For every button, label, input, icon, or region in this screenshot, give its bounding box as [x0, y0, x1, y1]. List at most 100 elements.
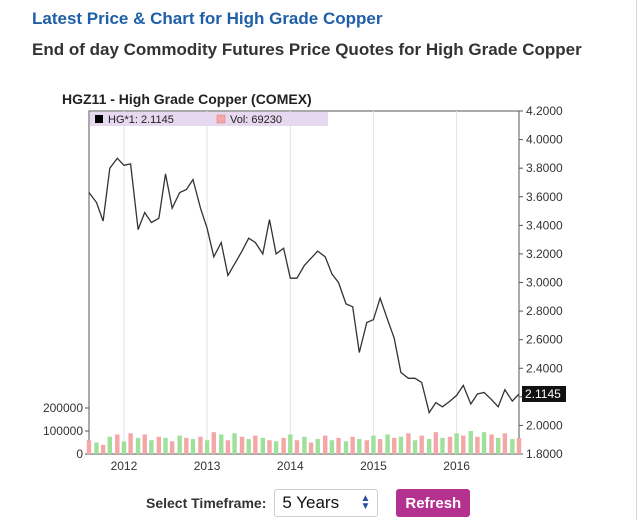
volume-bar: [100, 444, 106, 454]
volume-bar: [219, 434, 224, 454]
volume-bar: [211, 432, 216, 454]
x-tick-label: 2015: [360, 459, 387, 473]
last-price-tag: 2.1145: [525, 387, 561, 401]
volume-bar: [406, 433, 411, 454]
volume-bar: [489, 434, 494, 454]
volume-legend-swatch: [216, 114, 226, 124]
volume-bar: [440, 437, 445, 454]
volume-legend-label: Vol: 69230: [230, 114, 282, 126]
volume-bar: [385, 434, 390, 454]
price-chart: HGZ11 - High Grade Copper (COMEX) 2012 201…: [43, 91, 566, 473]
x-tick-label: 2013: [194, 459, 221, 473]
volume-bar: [481, 432, 487, 454]
volume-bar: [149, 440, 154, 454]
price-tick-label: 3.8000: [526, 161, 563, 175]
volume-bar: [115, 434, 120, 454]
volume-bar: [260, 437, 266, 454]
chart-title: HGZ11 - High Grade Copper (COMEX): [62, 91, 312, 107]
volume-tick-label: 200000: [43, 401, 83, 415]
volume-bar: [281, 437, 286, 454]
volume-bar: [302, 436, 307, 454]
volume-bar: [426, 439, 432, 454]
x-tick-label: 2014: [277, 459, 304, 473]
volume-bar: [475, 436, 480, 454]
volume-bar: [468, 431, 473, 454]
price-tick-label: 1.8000: [526, 447, 563, 461]
volume-bar: [184, 437, 189, 454]
volume-bar: [329, 440, 335, 454]
title-link[interactable]: Latest Price & Chart for High Grade Copp…: [32, 9, 383, 28]
legend-background: [90, 112, 328, 126]
price-tick-label: 3.4000: [526, 218, 563, 232]
price-tick-label: 4.0000: [526, 133, 563, 147]
volume-bar: [121, 441, 127, 454]
x-tick-label: 2016: [443, 459, 470, 473]
volume-bar: [350, 436, 355, 454]
volume-bar: [246, 439, 251, 454]
volume-bar: [294, 440, 300, 454]
select-arrows-icon: ▲ ▼: [360, 493, 371, 512]
volume-bar: [267, 440, 272, 454]
volume-bar: [163, 437, 168, 454]
volume-bar: [357, 439, 362, 454]
volume-bar: [364, 440, 369, 454]
volume-bar: [510, 439, 515, 454]
volume-bar: [225, 440, 231, 454]
volume-bar: [135, 437, 141, 454]
page-subtitle: End of day Commodity Futures Price Quote…: [32, 40, 582, 59]
volume-bar: [142, 434, 147, 454]
price-tick-label: 2.0000: [526, 418, 563, 432]
volume-bar: [315, 439, 320, 454]
price-tick-label: 3.2000: [526, 247, 563, 261]
volume-bar: [377, 439, 383, 454]
volume-bar: [198, 436, 203, 454]
price-tick-label: 2.8000: [526, 304, 563, 318]
volume-bar: [190, 439, 196, 454]
volume-bar: [392, 437, 397, 454]
refresh-button[interactable]: Refresh: [396, 489, 471, 517]
volume-bar: [461, 435, 466, 454]
volume-bar: [516, 438, 522, 454]
price-tick-label: 2.4000: [526, 361, 563, 375]
price-tick-label: 3.6000: [526, 190, 563, 204]
timeframe-value: 5 Years: [282, 493, 340, 512]
volume-bar: [253, 435, 258, 454]
volume-bar: [371, 435, 376, 454]
last-price-tag-bg: [522, 385, 566, 402]
volume-bar: [454, 433, 459, 454]
volume-bar: [398, 436, 404, 454]
volume-bar: [107, 436, 112, 454]
timeframe-select[interactable]: 5 Years ▲ ▼: [274, 489, 379, 517]
timeframe-controls: Select Timeframe: 5 Years ▲ ▼ Refresh: [146, 488, 471, 518]
volume-bar: [86, 440, 92, 454]
volume-bar: [433, 432, 439, 454]
volume-bar: [419, 435, 424, 454]
volume-bar: [177, 435, 182, 454]
volume-bar: [273, 441, 279, 454]
price-tick-label: 4.2000: [526, 104, 563, 118]
volume-tick-label: 0: [76, 447, 83, 461]
volume-bar: [323, 435, 328, 454]
price-legend-swatch: [95, 115, 103, 123]
volume-bar: [336, 437, 341, 454]
volume-bar: [232, 433, 237, 454]
plot-frame: [88, 110, 520, 455]
volume-bar: [204, 440, 210, 454]
volume-tick-label: 100000: [43, 424, 83, 438]
volume-bar: [156, 436, 162, 454]
volume-bar: [239, 436, 245, 454]
volume-bar: [502, 433, 508, 454]
volume-bar: [128, 433, 133, 454]
volume-bar: [343, 441, 349, 454]
volume-bar: [288, 434, 293, 454]
page-border: [636, 0, 637, 520]
price-line: [88, 157, 520, 415]
volume-bar: [447, 436, 453, 454]
timeframe-label: Select Timeframe:: [146, 495, 267, 511]
volume-bar: [412, 440, 418, 454]
volume-bar: [308, 442, 314, 454]
price-tick-label: 3.0000: [526, 276, 563, 290]
price-tick-label: 2.6000: [526, 333, 563, 347]
volume-bar: [94, 442, 99, 454]
price-legend-label: HG*1: 2.1145: [108, 114, 174, 126]
